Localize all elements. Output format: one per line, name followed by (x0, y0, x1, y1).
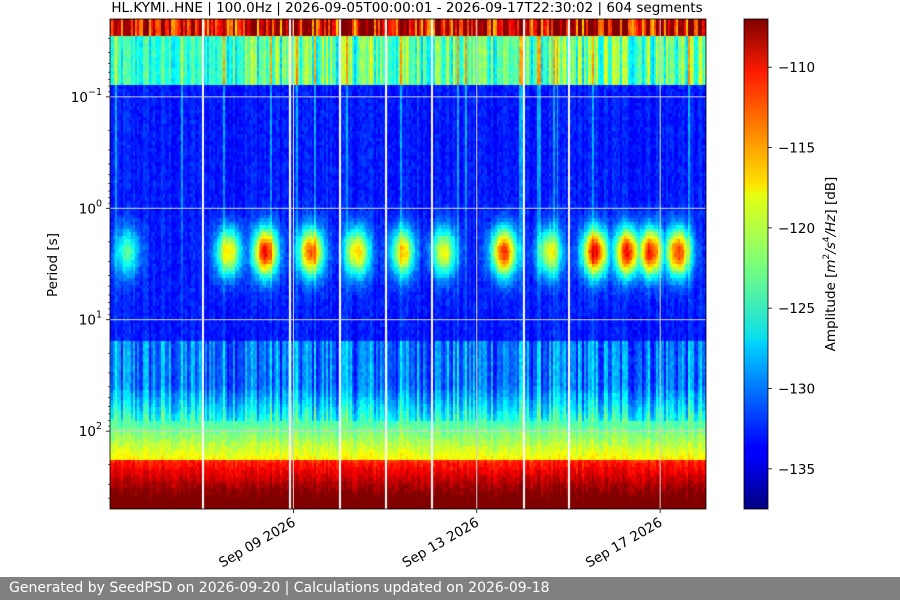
chart-title: HL.KYMI..HNE | 100.0Hz | 2026-09-05T00:0… (111, 0, 702, 16)
chart-svg: HL.KYMI..HNE | 100.0Hz | 2026-09-05T00:0… (45, 0, 839, 571)
footer-text: Generated by SeedPSD on 2026-09-20 | Cal… (9, 580, 550, 596)
y-tick-label: 101 (79, 310, 102, 329)
colorbar-tick-label: −135 (778, 462, 815, 478)
spectrogram-plot (109, 18, 707, 510)
y-tick-label: 102 (79, 421, 102, 440)
colorbar-scale (743, 18, 769, 510)
x-axis: Sep 09 2026 Sep 13 2026 Sep 17 2026 (216, 509, 665, 571)
colorbar-label: Amplitude [m2/s4/Hz] [dB] (822, 177, 839, 352)
colorbar: −110 −115 −120 −125 −130 −135 Amplitude [m2/s… (743, 18, 839, 510)
y-axis: 10−1 100 101 102 (71, 38, 110, 499)
y-tick-label: 100 (79, 198, 102, 217)
x-tick-label: Sep 13 2026 (400, 515, 482, 572)
y-axis-label: Period [s] (45, 233, 61, 297)
colorbar-tick-label: −125 (778, 301, 815, 317)
colorbar-tick-label: −130 (778, 382, 815, 398)
colorbar-tick-label: −115 (778, 141, 815, 157)
x-tick-label: Sep 17 2026 (583, 515, 665, 572)
spectrogram-raster (110, 19, 706, 509)
y-tick-label: 10−1 (71, 87, 102, 106)
colorbar-tick-label: −120 (778, 221, 815, 237)
x-tick-label: Sep 09 2026 (216, 515, 298, 572)
colorbar-tick-label: −110 (778, 60, 815, 76)
plot-frame (109, 18, 707, 510)
footer-bar: Generated by SeedPSD on 2026-09-20 | Cal… (0, 577, 900, 600)
spectrogram-canvas (110, 19, 706, 509)
